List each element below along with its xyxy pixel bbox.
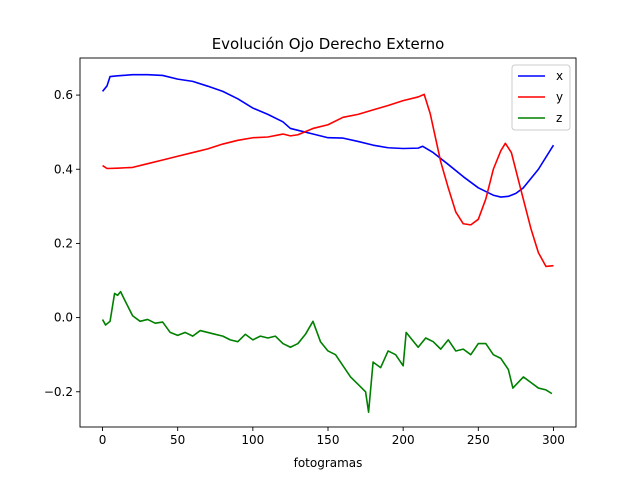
x-tick-label: 200 [392,433,415,447]
legend-label-y: y [556,90,563,104]
x-tick-label: 150 [317,433,340,447]
plot-area: 0 50 100 150 200 250 300 −0.2 0.0 0.2 0.4 0.6 xyz [44,57,577,447]
y-tick-label: −0.2 [44,385,73,399]
x-tick-label: 300 [542,433,565,447]
axes-frame [79,57,577,428]
legend-label-x: x [556,69,563,83]
y-tick-label: 0.4 [54,162,73,176]
x-tick-label: 0 [99,433,107,447]
series-line-z [101,290,553,413]
x-axis-label: fotogramas [294,456,363,470]
y-tick-label: 0.2 [54,236,73,250]
x-tick-label: 100 [241,433,264,447]
chart-title: Evolución Ojo Derecho Externo [212,35,445,53]
x-tick-label: 50 [170,433,185,447]
series-line-y [102,93,554,268]
series-line-x [101,73,555,198]
y-tick-label: 0.6 [54,88,73,102]
legend-label-z: z [556,111,562,125]
x-tick-label: 250 [467,433,490,447]
y-tick-label: 0.0 [54,311,73,325]
